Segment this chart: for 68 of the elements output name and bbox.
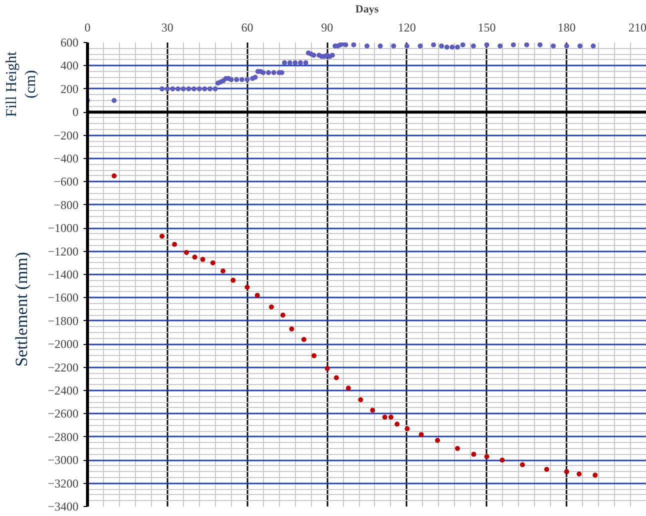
y-tick-label: 600 <box>60 36 78 50</box>
point <box>404 426 410 432</box>
point <box>576 472 582 477</box>
point <box>471 452 476 457</box>
point <box>192 254 198 260</box>
x-tick-label: 150 <box>478 20 496 34</box>
point <box>418 432 424 438</box>
y-tick-label: −1800 <box>48 314 79 328</box>
point <box>230 278 236 283</box>
y-tick-label: 200 <box>60 82 78 96</box>
point <box>334 375 339 380</box>
point <box>289 326 294 332</box>
point <box>394 422 400 427</box>
y-tick-label: −3000 <box>48 453 79 468</box>
point <box>268 304 274 310</box>
x-tick-label: 0 <box>84 20 90 34</box>
point <box>200 256 206 262</box>
y-tick-label: −2800 <box>48 430 79 444</box>
point <box>280 312 286 318</box>
point <box>324 366 330 371</box>
y-tick-label: −3200 <box>48 476 79 490</box>
x-tick-label: 90 <box>321 20 334 34</box>
y-tick-label: −1600 <box>48 290 79 305</box>
point <box>564 469 570 474</box>
y-tick-label: −1200 <box>48 244 79 258</box>
x-axis-title: Days <box>355 4 380 16</box>
point <box>244 284 250 290</box>
y-tick-label: −1000 <box>48 221 79 236</box>
y-tick-label: −600 <box>54 174 79 189</box>
point <box>112 173 117 178</box>
y-tick-label: −2000 <box>48 337 79 352</box>
y-tick-label: 400 <box>60 58 78 73</box>
point <box>592 472 598 478</box>
x-tick-label: 30 <box>161 20 174 34</box>
y-tick-label: −200 <box>54 128 79 142</box>
y-tick-label: −400 <box>54 152 79 166</box>
point <box>346 386 351 391</box>
y-tick-label: −800 <box>54 198 79 212</box>
y-tick-label: −2600 <box>48 406 79 421</box>
point <box>544 466 550 472</box>
point <box>520 462 525 468</box>
y-tick-label: 0 <box>72 105 78 120</box>
point <box>382 414 388 420</box>
point <box>388 414 394 420</box>
point <box>220 268 226 274</box>
x-tick-label: 60 <box>241 20 254 34</box>
text: Fill Height (cm) <box>4 50 40 117</box>
y-tick-label: −2200 <box>48 360 79 374</box>
y-axis-title: Settlement (mm) <box>12 252 31 367</box>
y-tick-label: −1400 <box>48 268 79 282</box>
point <box>172 242 178 247</box>
point <box>435 438 440 443</box>
y-tick-label: −3400 <box>48 500 79 514</box>
x-tick-label: 210 <box>628 20 646 34</box>
point <box>500 458 505 463</box>
x-tick-label: 120 <box>398 20 416 34</box>
x-tick-label: 180 <box>558 20 576 34</box>
point <box>254 292 260 298</box>
point <box>370 408 376 413</box>
point <box>312 353 317 358</box>
point <box>358 397 364 402</box>
point <box>484 454 490 460</box>
point <box>184 250 190 255</box>
point <box>210 260 216 266</box>
point <box>301 336 306 342</box>
point <box>160 234 165 239</box>
y-tick-label: −2400 <box>48 384 79 398</box>
point <box>455 446 460 451</box>
